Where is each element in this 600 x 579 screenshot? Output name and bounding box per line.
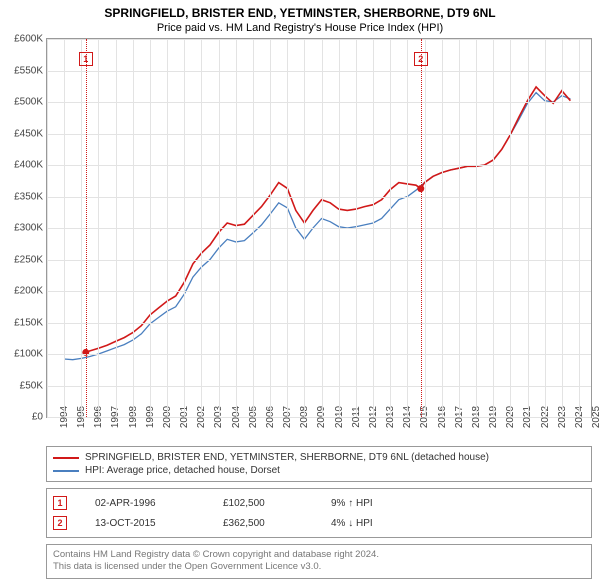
series-subject (86, 87, 571, 353)
legend: SPRINGFIELD, BRISTER END, YETMINSTER, SH… (46, 446, 592, 482)
footer-attribution: Contains HM Land Registry data © Crown c… (46, 544, 592, 579)
x-tick-label: 2025 (579, 406, 600, 428)
y-tick-label: £400K (14, 160, 47, 171)
y-tick-label: £300K (14, 223, 47, 234)
legend-swatch (53, 470, 79, 472)
legend-row: HPI: Average price, detached house, Dors… (53, 464, 585, 477)
y-tick-label: £550K (14, 65, 47, 76)
transaction-date: 02-APR-1996 (95, 498, 195, 509)
y-tick-label: £0 (32, 412, 47, 423)
chart-subtitle: Price paid vs. HM Land Registry's House … (0, 22, 600, 34)
transaction-delta: 9% ↑ HPI (331, 498, 373, 509)
y-tick-label: £350K (14, 191, 47, 202)
y-tick-label: £250K (14, 254, 47, 265)
y-tick-label: £600K (14, 34, 47, 45)
y-tick-label: £500K (14, 97, 47, 108)
y-tick-label: £150K (14, 317, 47, 328)
chart-marker: 1 (79, 52, 93, 66)
chart-plot-area: £0£50K£100K£150K£200K£250K£300K£350K£400… (46, 38, 592, 418)
y-tick-label: £100K (14, 349, 47, 360)
y-tick-label: £50K (20, 380, 47, 391)
legend-row: SPRINGFIELD, BRISTER END, YETMINSTER, SH… (53, 451, 585, 464)
footer-line: Contains HM Land Registry data © Crown c… (53, 549, 585, 561)
transaction-row: 1 02-APR-1996 £102,500 9% ↑ HPI (53, 493, 585, 513)
chart-marker: 2 (414, 52, 428, 66)
transaction-badge: 1 (53, 496, 67, 510)
transaction-row: 2 13-OCT-2015 £362,500 4% ↓ HPI (53, 513, 585, 533)
legend-label: SPRINGFIELD, BRISTER END, YETMINSTER, SH… (85, 452, 489, 463)
transaction-date: 13-OCT-2015 (95, 518, 195, 529)
transaction-price: £362,500 (223, 518, 303, 529)
chart-title: SPRINGFIELD, BRISTER END, YETMINSTER, SH… (0, 6, 600, 20)
legend-swatch (53, 457, 79, 459)
y-tick-label: £450K (14, 128, 47, 139)
transaction-delta: 4% ↓ HPI (331, 518, 373, 529)
transaction-price: £102,500 (223, 498, 303, 509)
transaction-badge: 2 (53, 516, 67, 530)
transaction-table: 1 02-APR-1996 £102,500 9% ↑ HPI 2 13-OCT-2015… (46, 488, 592, 538)
footer-line: This data is licensed under the Open Gov… (53, 561, 585, 573)
y-tick-label: £200K (14, 286, 47, 297)
legend-label: HPI: Average price, detached house, Dors… (85, 465, 280, 476)
